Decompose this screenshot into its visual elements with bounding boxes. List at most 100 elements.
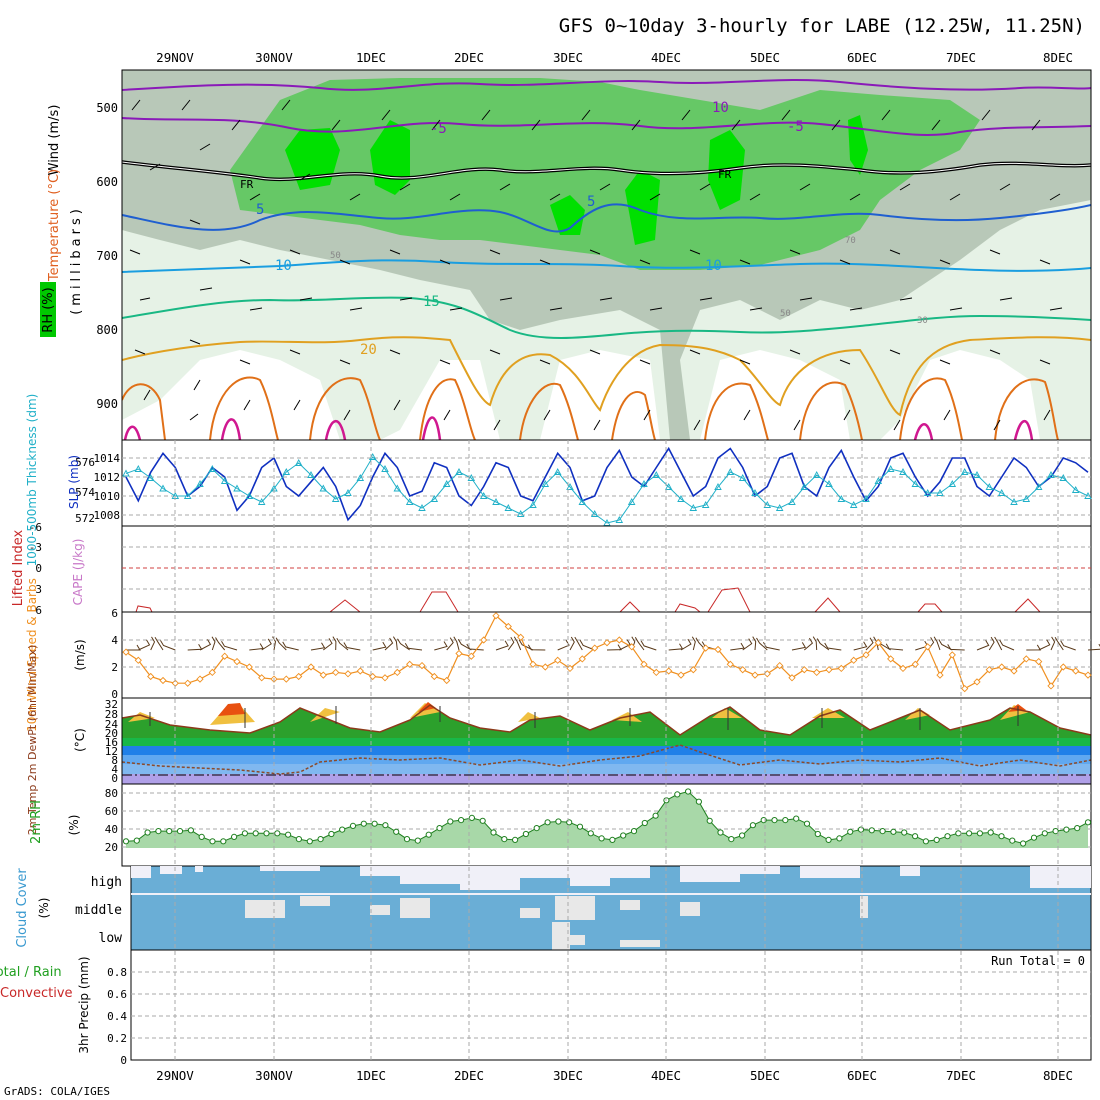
wind-speed-point <box>652 668 660 677</box>
top-date-label: 29NOV <box>156 50 194 65</box>
rh-point <box>306 838 313 845</box>
upper-y-axis: 500 600 700 800 900 <box>96 101 118 411</box>
temp-tick: 32 <box>105 698 118 711</box>
wind-barb <box>275 637 287 651</box>
wind-speed-point <box>899 664 907 673</box>
thickness-point <box>763 501 772 508</box>
cloud-panel-frame <box>130 865 1092 951</box>
thickness-point <box>566 483 574 490</box>
date-gridlines <box>174 440 1059 1060</box>
slp-tick: 1008 <box>94 509 121 522</box>
wind-speed-point <box>208 668 216 677</box>
rh-point <box>371 820 378 827</box>
wind-speed-point <box>480 636 488 644</box>
dewpoint-line <box>122 744 1091 775</box>
wind-barb <box>988 636 995 651</box>
thickness-point <box>282 468 291 475</box>
wind-barb <box>557 639 570 651</box>
thickness-point <box>220 477 229 484</box>
wind-barb <box>742 638 753 651</box>
thickness-ylabel: 1000-500mb Thickness (dm) <box>25 394 39 567</box>
rh-point <box>847 828 854 835</box>
rh-point <box>771 817 778 824</box>
rh-ylabel: 2m RH <box>29 800 44 844</box>
wind-barb <box>453 636 460 651</box>
temp-line <box>122 704 1091 736</box>
wind-barb <box>392 636 398 651</box>
wind-barb <box>384 637 394 651</box>
wind-barb <box>816 638 830 651</box>
wind-speed-point <box>258 674 266 682</box>
contour-label: -5 <box>787 119 804 135</box>
wind-speed-point <box>1047 682 1055 690</box>
wind-barb <box>261 638 272 651</box>
contour-label: 10 <box>275 258 292 274</box>
wind-barb <box>211 636 216 651</box>
upper-wind-barbs <box>129 99 1063 431</box>
thickness-point <box>1059 474 1068 481</box>
thickness-point <box>615 516 624 523</box>
wind-speed-point <box>319 671 327 679</box>
rh-point <box>198 833 205 841</box>
rh2m-series <box>122 788 1092 848</box>
rh-point <box>382 822 389 829</box>
slp-tick: 1010 <box>94 490 121 503</box>
wind-barb <box>199 639 212 651</box>
wind-speed-point <box>233 657 241 666</box>
thickness-series <box>122 453 1092 526</box>
bottom-date-axis: 29NOV 30NOV 1DEC 2DEC 3DEC 4DEC 5DEC 6DE… <box>156 1068 1073 1083</box>
rh-point <box>890 828 897 835</box>
rh-point <box>879 828 886 835</box>
wind-speed-point <box>788 674 796 682</box>
wind-barb <box>343 642 361 651</box>
top-date-label: 2DEC <box>454 50 484 65</box>
precip-ylabel-conv: Convective <box>0 986 73 1001</box>
wind-speed-point <box>381 674 389 682</box>
rh-point <box>349 822 357 830</box>
wind-speed-point <box>430 672 438 681</box>
rh-point <box>620 832 627 839</box>
rh-point <box>966 830 973 837</box>
temp-tick: 28 <box>105 708 118 721</box>
thickness-point <box>923 489 932 496</box>
pressure-tick: 900 <box>96 397 118 411</box>
wind-speed-point <box>800 666 808 674</box>
li-panel-frame <box>121 525 1092 613</box>
top-date-label: 4DEC <box>651 50 681 65</box>
top-date-label: 8DEC <box>1043 50 1073 65</box>
thickness-point <box>899 468 907 475</box>
upper-ylabel-rh: RH (%) <box>41 287 56 332</box>
rh-point <box>955 830 962 837</box>
wind-barb <box>999 639 1015 651</box>
top-date-label: 3DEC <box>553 50 583 65</box>
wind-barb <box>853 641 868 651</box>
wind-speed-point <box>221 652 229 660</box>
thickness-point <box>356 474 365 481</box>
temp-yunit: (°C) <box>73 728 87 752</box>
bottom-date-label: 29NOV <box>156 1068 194 1083</box>
rh-point <box>231 833 238 841</box>
thickness-point <box>492 498 500 505</box>
thickness-point <box>344 489 352 496</box>
thickness-point <box>800 483 809 490</box>
rh-point <box>133 837 140 844</box>
thickness-point <box>652 471 661 478</box>
thickness-point <box>997 489 1006 496</box>
thickness-point <box>1022 495 1031 502</box>
contour-label: FR <box>718 168 732 181</box>
temp-warm-band <box>128 703 1030 725</box>
cloud-level-low: low <box>99 931 123 946</box>
temp-minmax-bars <box>149 706 1019 730</box>
contour-label: 70 <box>845 236 856 246</box>
wind-barb <box>976 640 990 651</box>
rh-point <box>760 817 767 824</box>
wind-barb <box>619 639 631 651</box>
wind-tick: 0 <box>111 688 118 701</box>
top-date-label: 7DEC <box>946 50 976 65</box>
top-date-label: 1DEC <box>356 50 386 65</box>
wind-speed-point <box>813 668 821 677</box>
thickness-tick: 576 <box>75 456 95 469</box>
wind-barb <box>569 636 575 651</box>
thickness-point <box>208 465 217 472</box>
wind-barb <box>154 636 164 651</box>
